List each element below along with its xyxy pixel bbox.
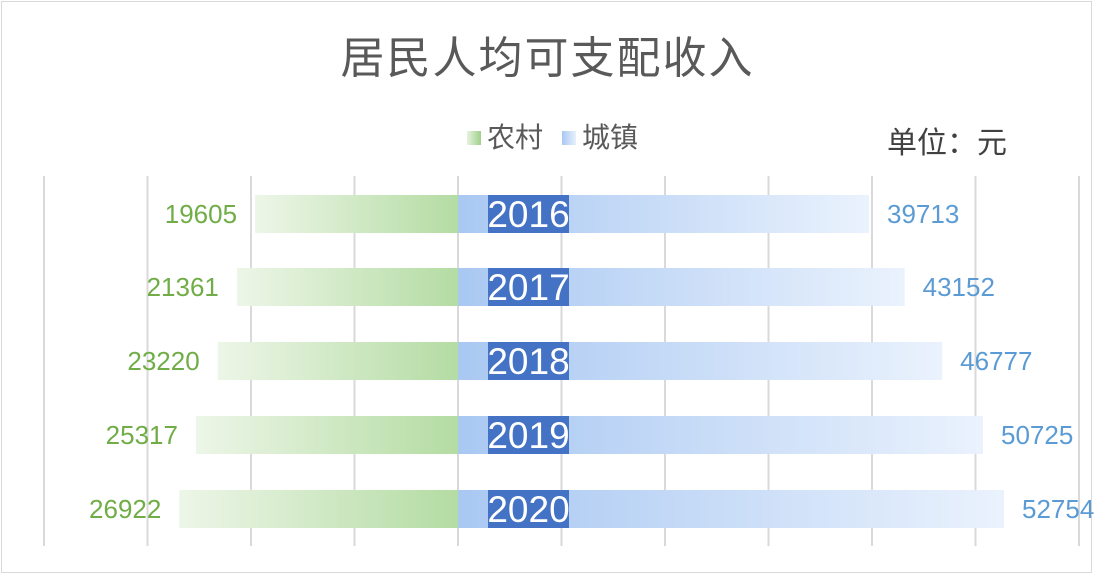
legend-item-rural: 农村 <box>467 116 543 156</box>
legend-label-urban: 城镇 <box>582 121 639 154</box>
legend-swatch-urban <box>562 131 576 145</box>
data-label-rural: 21361 <box>147 272 219 302</box>
category-label-box <box>488 195 569 233</box>
legend-item-urban: 城镇 <box>562 116 638 156</box>
legend-swatch-rural <box>467 131 481 145</box>
data-label-rural: 23220 <box>127 346 199 376</box>
bar-rural <box>255 195 458 233</box>
data-label-urban: 52754 <box>1022 494 1094 524</box>
category-label: 2018 <box>487 341 569 382</box>
bar-rural <box>217 342 458 380</box>
bar-rural <box>236 268 458 306</box>
bar-rural <box>179 490 458 528</box>
category-label: 2020 <box>487 489 569 530</box>
data-label-rural: 19605 <box>165 199 237 229</box>
data-label-urban: 39713 <box>887 199 959 229</box>
data-label-urban: 50725 <box>1001 420 1073 450</box>
unit-label: 单位：元 <box>887 126 1007 161</box>
data-label-urban: 46777 <box>960 346 1032 376</box>
legend-label-rural: 农村 <box>487 121 544 154</box>
data-label-rural: 26922 <box>89 494 161 524</box>
category-label-box <box>488 490 569 528</box>
category-label-box <box>488 342 569 380</box>
category-label: 2017 <box>487 267 569 308</box>
data-label-rural: 25317 <box>106 420 178 450</box>
data-label-urban: 43152 <box>923 272 995 302</box>
bar-rural <box>195 416 458 454</box>
category-label-box <box>488 268 569 306</box>
category-label: 2019 <box>487 415 569 456</box>
chart-title: 居民人均可支配收入 <box>340 33 755 84</box>
category-label-box <box>488 416 569 454</box>
category-label: 2016 <box>487 194 569 235</box>
